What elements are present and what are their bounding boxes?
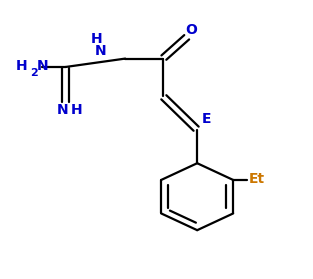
Text: N: N <box>57 103 69 117</box>
Text: 2: 2 <box>30 68 38 78</box>
Text: Et: Et <box>249 172 265 186</box>
Text: N: N <box>36 59 48 73</box>
Text: E: E <box>202 112 211 126</box>
Text: N: N <box>95 44 107 58</box>
Text: H: H <box>71 103 83 117</box>
Text: H: H <box>16 59 28 73</box>
Text: O: O <box>186 23 198 37</box>
Text: H: H <box>91 32 103 46</box>
